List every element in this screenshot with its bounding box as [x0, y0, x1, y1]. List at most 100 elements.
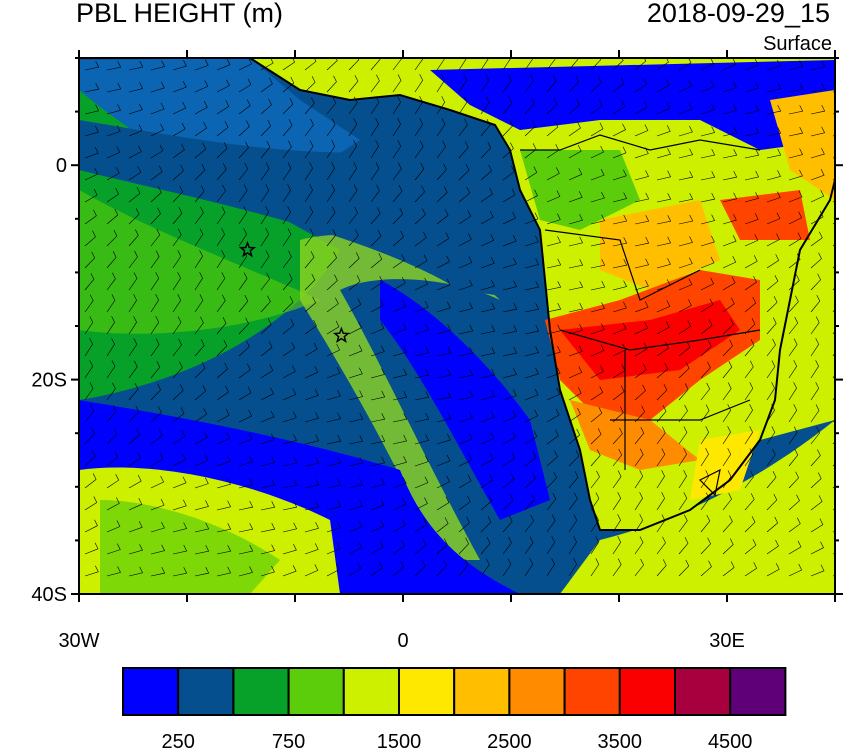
wind-barb: [282, 97, 294, 115]
wind-barb: [84, 167, 99, 181]
wind-barb: [304, 296, 316, 313]
wind-barb: [106, 338, 115, 357]
wind-barb: [568, 366, 583, 379]
wind-barb: [612, 100, 626, 115]
wind-barb: [766, 59, 781, 71]
wind-barb: [678, 125, 693, 137]
wind-barb: [810, 252, 822, 269]
wind-barb: [502, 431, 516, 445]
wind-barb: [810, 360, 819, 379]
wind-barb: [172, 185, 184, 203]
wind-barb: [304, 251, 315, 269]
wind-barb: [128, 383, 139, 401]
wind-barb: [766, 360, 776, 379]
wind-barb: [502, 558, 512, 577]
wind-barb: [304, 58, 317, 71]
wind-barb: [546, 387, 561, 401]
wind-barb: [106, 566, 121, 577]
wind-barb: [150, 316, 160, 335]
wind-barb: [612, 192, 628, 203]
wind-barb: [458, 74, 467, 93]
wind-barb: [766, 233, 780, 247]
wind-barb: [656, 193, 672, 203]
wind-barb: [722, 426, 731, 445]
wind-barb: [260, 433, 275, 445]
wind-barb: [348, 562, 362, 577]
wind-barb: [106, 428, 118, 445]
wind-barb: [392, 140, 402, 159]
wind-barb: [392, 253, 405, 269]
wind-barb: [502, 410, 517, 423]
wind-barb: [634, 363, 647, 379]
wind-barb: [480, 390, 495, 401]
wind-barb: [502, 234, 517, 247]
wind-barb: [260, 565, 275, 577]
wind-barb: [524, 346, 540, 357]
wind-barb: [326, 500, 341, 511]
colorbar-swatch: [342, 667, 400, 716]
wind-barb: [436, 163, 447, 181]
wind-barb: [634, 301, 649, 313]
wind-barb: [678, 257, 693, 269]
wind-barb: [700, 426, 710, 445]
wind-barb: [106, 450, 119, 467]
wind-barb: [678, 214, 694, 225]
wind-barb: [238, 455, 253, 467]
wind-barb: [304, 228, 314, 247]
wind-barb: [150, 102, 165, 115]
wind-barb: [304, 118, 314, 137]
wind-barb: [84, 104, 100, 115]
wind-barb: [458, 164, 470, 181]
wind-barb: [436, 209, 449, 225]
wind-barb: [656, 383, 668, 401]
wind-barb: [326, 140, 336, 159]
wind-barb: [502, 257, 517, 269]
wind-barb: [458, 256, 473, 269]
wind-barb: [766, 382, 775, 401]
wind-barb: [810, 294, 821, 313]
wind-barb: [216, 408, 230, 423]
colorbar-swatch: [729, 667, 787, 716]
wind-barb: [458, 495, 471, 511]
wind-barb: [348, 520, 363, 533]
wind-barb: [260, 141, 271, 159]
wind-barb: [546, 514, 556, 533]
wind-barb: [194, 121, 207, 137]
wind-barb: [744, 296, 757, 313]
wind-barb: [810, 316, 820, 335]
wind-barb: [84, 316, 94, 335]
wind-barb: [348, 118, 358, 137]
wind-barb: [480, 494, 493, 511]
wind-barb: [392, 230, 404, 247]
wind-barb: [392, 185, 403, 203]
wind-barb: [590, 470, 600, 489]
wind-barb: [216, 545, 232, 555]
wind-barb: [480, 558, 490, 577]
wind-barb: [722, 81, 737, 93]
wind-barb: [238, 78, 252, 93]
wind-barb: [524, 212, 539, 225]
wind-barb: [150, 81, 165, 93]
wind-barb: [106, 146, 121, 159]
wind-barb: [414, 455, 429, 467]
wind-barb: [700, 277, 715, 291]
wind-barb: [788, 105, 804, 115]
wind-barb: [128, 208, 140, 225]
wind-barb: [326, 563, 340, 577]
wind-barb: [348, 344, 363, 357]
wind-barb: [788, 126, 804, 137]
wind-barb: [810, 518, 824, 533]
wind-barb: [216, 142, 228, 159]
wind-barb: [612, 301, 627, 313]
wind-barb: [326, 206, 336, 225]
wind-barb: [766, 317, 777, 335]
wind-barb: [304, 522, 319, 533]
wind-barb: [700, 492, 710, 511]
wind-barb: [524, 409, 539, 423]
wind-barb: [458, 411, 473, 423]
wind-barb: [194, 454, 209, 467]
wind-barb: [392, 434, 408, 445]
wind-barb: [502, 515, 513, 533]
wind-barb: [788, 540, 802, 555]
wind-barb: [810, 273, 821, 291]
